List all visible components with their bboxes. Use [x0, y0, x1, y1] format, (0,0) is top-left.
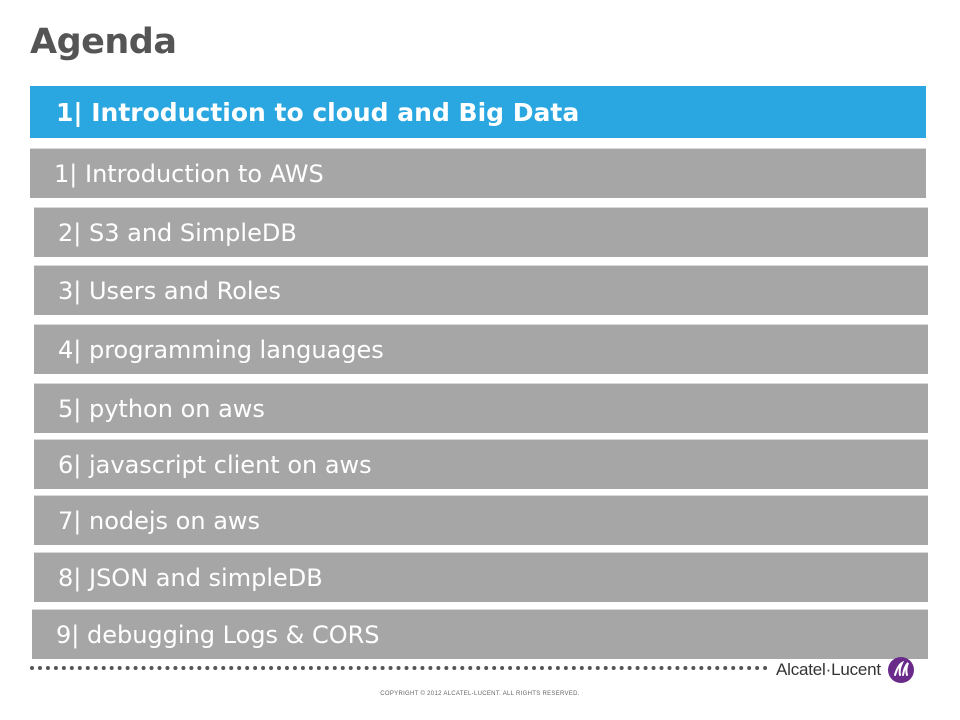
agenda-item-8: 8| JSON and simpleDB: [34, 552, 928, 602]
agenda-item-label: 3| Users and Roles: [58, 276, 281, 305]
logo-wordmark: Alcatel·Lucent: [776, 660, 881, 679]
agenda-item-label: 8| JSON and simpleDB: [58, 563, 323, 592]
company-logo: Alcatel·Lucent: [776, 656, 915, 684]
agenda-item-label: 1| Introduction to AWS: [54, 159, 324, 188]
dotted-divider: [30, 666, 768, 670]
agenda-item-6: 6| javascript client on aws: [34, 439, 928, 489]
agenda-item-9: 9| debugging Logs & CORS: [32, 609, 928, 659]
copyright-notice: COPYRIGHT © 2012 ALCATEL-LUCENT. ALL RIG…: [380, 691, 580, 697]
agenda-item-label: 7| nodejs on aws: [58, 506, 261, 535]
agenda-item-1: 1| Introduction to AWS: [30, 148, 926, 198]
agenda-item-2: 2| S3 and SimpleDB: [34, 207, 928, 257]
agenda-item-4: 4| programming languages: [34, 324, 928, 374]
current-section-label: 1| Introduction to cloud and Big Data: [56, 97, 580, 127]
agenda-item-label: 5| python on aws: [58, 394, 265, 423]
agenda-item-label: 2| S3 and SimpleDB: [58, 218, 297, 247]
agenda-item-label: 6| javascript client on aws: [58, 450, 372, 479]
agenda-item-5: 5| python on aws: [34, 383, 928, 433]
slide-title: Agenda: [30, 22, 177, 62]
alcatel-lucent-logo-icon: [887, 657, 914, 683]
current-section-bar: 1| Introduction to cloud and Big Data: [30, 86, 926, 138]
agenda-item-label: 4| programming languages: [58, 335, 384, 364]
agenda-item-7: 7| nodejs on aws: [34, 495, 928, 545]
agenda-item-3: 3| Users and Roles: [34, 265, 928, 315]
agenda-item-label: 9| debugging Logs & CORS: [56, 620, 380, 649]
